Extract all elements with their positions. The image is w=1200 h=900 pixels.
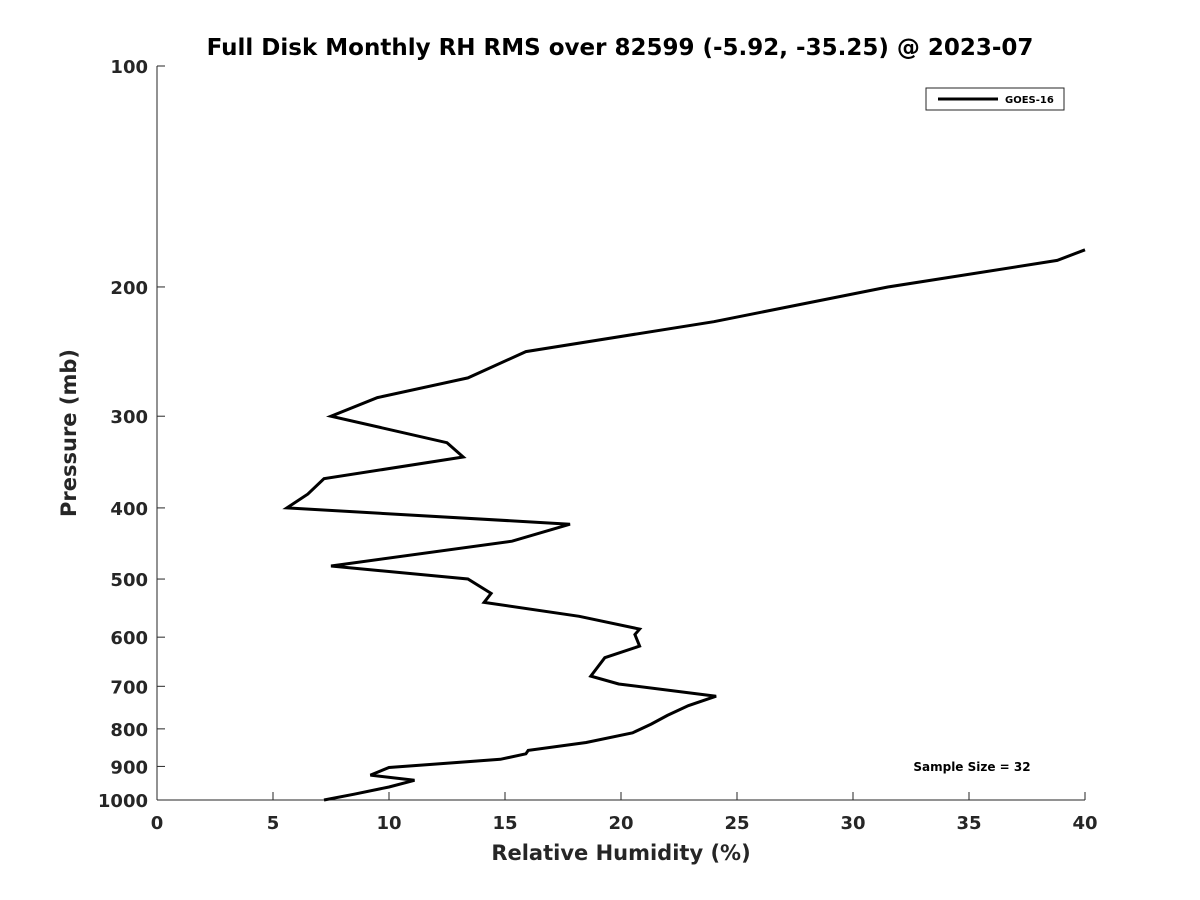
y-tick-label: 700 <box>110 677 148 698</box>
plot-area: 0 5 10 15 20 25 30 35 40 100 200 300 400 500 600 700 80… <box>98 57 1098 834</box>
x-tick-label: 25 <box>724 813 749 834</box>
sample-size-annotation: Sample Size = 32 <box>913 760 1030 774</box>
y-tick-label: 900 <box>110 757 148 778</box>
series-group <box>282 248 1086 802</box>
x-tick-label: 30 <box>840 813 865 834</box>
x-tick-label: 15 <box>492 813 517 834</box>
y-tick-label: 1000 <box>98 791 148 812</box>
y-tick-label: 300 <box>110 407 148 428</box>
x-tick-label: 5 <box>267 813 280 834</box>
x-tick-label: 35 <box>956 813 981 834</box>
y-tick-label: 600 <box>110 628 148 649</box>
x-tick-label: 0 <box>151 813 164 834</box>
y-axis-title: Pressure (mb) <box>57 349 81 517</box>
x-tick-label: 20 <box>608 813 633 834</box>
legend-label: GOES-16 <box>1005 95 1054 106</box>
y-tick-label: 400 <box>110 499 148 520</box>
x-tick-label: 40 <box>1072 813 1097 834</box>
x-axis-ticks: 0 5 10 15 20 25 30 35 40 <box>151 792 1098 834</box>
y-tick-label: 100 <box>110 57 148 78</box>
series-line-goes16 <box>282 248 1086 802</box>
y-axis-ticks: 100 200 300 400 500 600 700 800 900 1000 <box>98 57 165 812</box>
legend: GOES-16 <box>925 87 1065 111</box>
y-tick-label: 500 <box>110 570 148 591</box>
x-tick-label: 10 <box>376 813 401 834</box>
chart-title: Full Disk Monthly RH RMS over 82599 (-5.… <box>207 35 1034 61</box>
x-axis-title: Relative Humidity (%) <box>491 841 750 865</box>
y-tick-label: 200 <box>110 278 148 299</box>
y-tick-label: 800 <box>110 720 148 741</box>
